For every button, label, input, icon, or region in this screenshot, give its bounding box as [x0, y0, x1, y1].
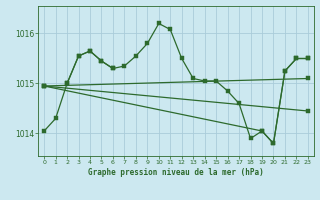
X-axis label: Graphe pression niveau de la mer (hPa): Graphe pression niveau de la mer (hPa) — [88, 168, 264, 177]
